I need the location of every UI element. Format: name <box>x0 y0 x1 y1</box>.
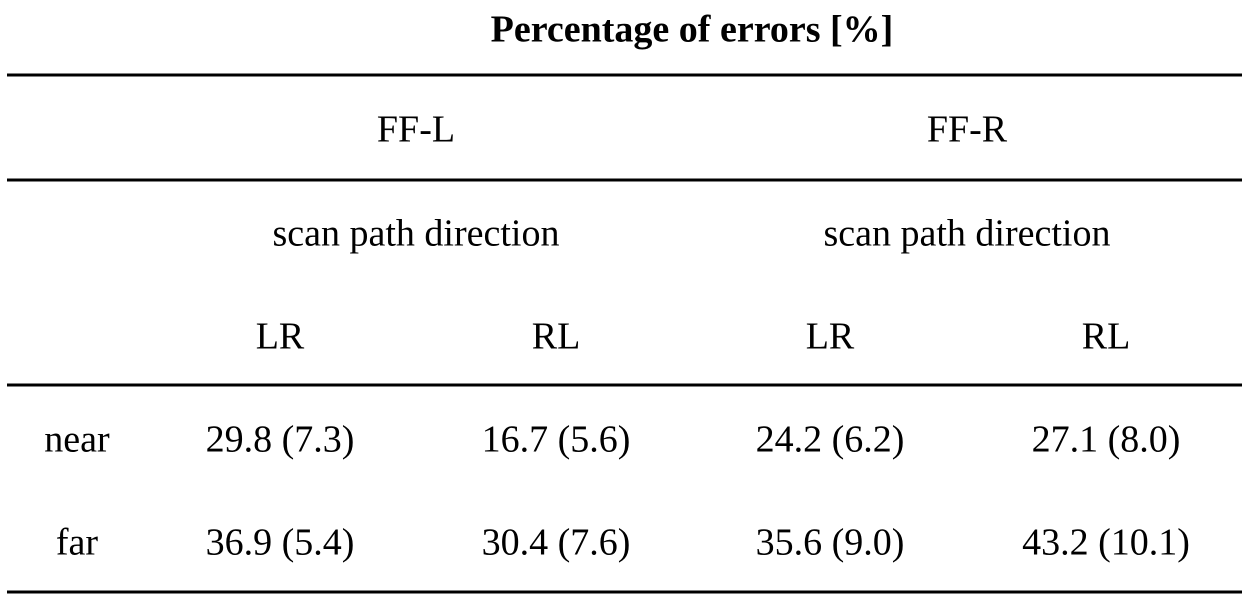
cell: 35.6 (9.0) <box>756 522 905 564</box>
column-header: RL <box>532 316 581 358</box>
column-header: LR <box>806 316 855 358</box>
cell: 27.1 (8.0) <box>1032 419 1181 461</box>
cell: 30.4 (7.6) <box>482 522 631 564</box>
group-header: FF-R <box>927 109 1008 151</box>
row-label: far <box>56 522 99 564</box>
cell: 29.8 (7.3) <box>206 419 355 461</box>
cell: 16.7 (5.6) <box>482 419 631 461</box>
row-label: near <box>44 419 110 461</box>
table-title: Percentage of errors [%] <box>491 9 894 51</box>
group-header: FF-L <box>377 109 455 151</box>
column-header: RL <box>1082 316 1131 358</box>
column-header: LR <box>256 316 305 358</box>
group-subheader: scan path direction <box>823 213 1110 255</box>
cell: 43.2 (10.1) <box>1022 522 1190 564</box>
cell: 36.9 (5.4) <box>206 522 355 564</box>
cell: 24.2 (6.2) <box>756 419 905 461</box>
group-subheader: scan path direction <box>272 213 559 255</box>
